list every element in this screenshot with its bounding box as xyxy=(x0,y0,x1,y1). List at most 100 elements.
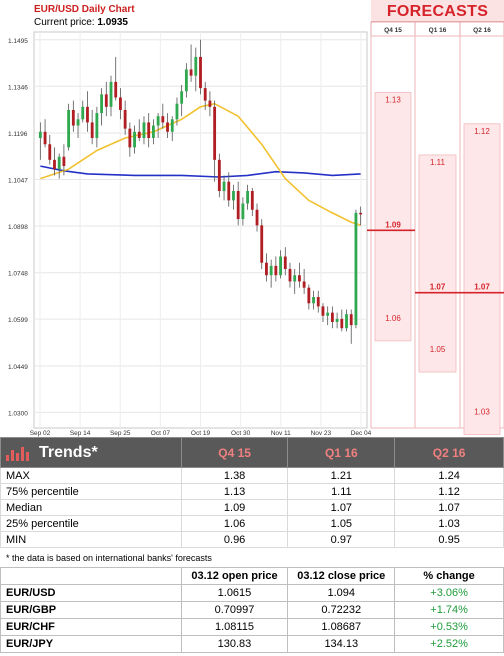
y-tick-label: 1.0449 xyxy=(8,364,28,371)
candle-body xyxy=(189,69,193,76)
trends-row: Median 1.09 1.07 1.07 xyxy=(0,499,504,516)
trends-row-label: 75% percentile xyxy=(0,483,182,500)
price-table-header: % change xyxy=(394,567,504,585)
trends-cell: 1.21 xyxy=(287,467,396,484)
trends-row: 25% percentile 1.06 1.05 1.03 xyxy=(0,515,504,532)
candle-body xyxy=(227,181,231,201)
candle-body xyxy=(312,297,315,304)
trends-cell: 1.11 xyxy=(287,483,396,500)
forecast-high-label: 1.12 xyxy=(474,127,490,136)
y-tick-label: 1.0300 xyxy=(8,410,28,417)
candle-body xyxy=(260,225,264,263)
candle-body xyxy=(95,113,99,139)
y-tick-label: 1.0748 xyxy=(8,271,28,278)
trends-cell: 0.96 xyxy=(180,531,289,548)
candle-body xyxy=(166,122,169,132)
y-tick-label: 1.0599 xyxy=(8,317,28,324)
forecasts-header: FORECASTS xyxy=(371,0,504,22)
currency-pair: EUR/GBP xyxy=(0,601,182,619)
percent-change: +2.52% xyxy=(394,635,504,653)
bar-chart-icon xyxy=(6,445,31,461)
price-table-row: EUR/CHF 1.08115 1.08687 +0.53% xyxy=(0,618,504,636)
currency-pair: EUR/CHF xyxy=(0,618,182,636)
trends-cell: 1.24 xyxy=(394,467,504,484)
candle-body xyxy=(81,106,85,120)
candle-body xyxy=(255,209,259,226)
candle-body xyxy=(119,97,122,110)
chart-title: EUR/USD Daily Chart xyxy=(34,4,135,15)
price-table-row: EUR/GBP 0.70997 0.72232 +1.74% xyxy=(0,601,504,619)
open-price: 0.70997 xyxy=(180,601,289,619)
price-table-row: EUR/USD 1.0615 1.094 +3.06% xyxy=(0,584,504,602)
trends-cell: 1.09 xyxy=(180,499,289,516)
x-tick-label: Nov 23 xyxy=(311,430,332,437)
trends-footnote: * the data is based on international ban… xyxy=(6,553,212,563)
trends-quarter-header: Q2 16 xyxy=(394,437,504,468)
trends-cell: 1.07 xyxy=(287,499,396,516)
trends-header-cell: Trends* xyxy=(0,437,182,468)
trends-row: 75% percentile 1.13 1.11 1.12 xyxy=(0,483,504,500)
trends-row: MAX 1.38 1.21 1.24 xyxy=(0,467,504,484)
y-tick-label: 1.1495 xyxy=(8,38,28,45)
candle-body xyxy=(199,56,202,89)
trends-cell: 1.06 xyxy=(180,515,289,532)
trends-row-label: MIN xyxy=(0,531,182,548)
candle-body xyxy=(208,100,212,107)
candle-body xyxy=(142,122,146,139)
x-tick-label: Oct 30 xyxy=(231,430,251,437)
candle-body xyxy=(298,275,301,282)
forecast-range xyxy=(374,92,412,342)
candle-body xyxy=(137,131,141,139)
forecast-low-label: 1.05 xyxy=(430,345,446,354)
candle-body xyxy=(128,128,132,148)
trends-cell: 1.13 xyxy=(180,483,289,500)
candle-body xyxy=(86,106,89,123)
candle-body xyxy=(48,144,52,160)
candle-body xyxy=(90,122,94,139)
candle-body xyxy=(67,109,71,148)
trends-cell: 1.07 xyxy=(394,499,504,516)
candle-body xyxy=(104,94,108,107)
open-price: 130.83 xyxy=(180,635,289,653)
y-tick-label: 1.1196 xyxy=(8,131,28,138)
y-tick-label: 1.0898 xyxy=(8,224,28,231)
candle-body xyxy=(217,159,221,192)
trends-row-label: 25% percentile xyxy=(0,515,182,532)
candle-body xyxy=(269,265,273,276)
open-price: 1.0615 xyxy=(180,584,289,602)
candle-body xyxy=(38,131,42,139)
candle-body xyxy=(316,297,320,307)
price-table-header: 03.12 open price xyxy=(180,567,289,585)
candle-body xyxy=(43,131,47,145)
forecasts-title: FORECASTS xyxy=(386,3,489,20)
forecast-column-label: Q1 16 xyxy=(429,27,447,34)
close-price: 134.13 xyxy=(287,635,396,653)
candle-body xyxy=(246,191,250,204)
close-price: 1.094 xyxy=(287,584,396,602)
x-tick-label: Oct 19 xyxy=(191,430,211,437)
candle-body xyxy=(213,106,217,160)
candle-body xyxy=(279,256,282,276)
price-table-header-row: 03.12 open price 03.12 close price % cha… xyxy=(0,567,504,585)
candle-body xyxy=(354,212,358,326)
candle-body xyxy=(184,69,188,92)
candle-body xyxy=(302,281,306,288)
candle-body xyxy=(288,268,292,282)
x-tick-label: Nov 11 xyxy=(271,430,291,437)
trends-quarter-header: Q4 15 xyxy=(180,437,289,468)
forecast-range xyxy=(463,123,501,435)
percent-change: +3.06% xyxy=(394,584,504,602)
x-tick-label: Sep 25 xyxy=(110,430,131,437)
candle-body xyxy=(180,91,184,104)
candle-body xyxy=(359,212,363,215)
percent-change: +0.53% xyxy=(394,618,504,636)
candle-body xyxy=(241,203,245,220)
candle-body xyxy=(321,306,325,316)
percent-change: +1.74% xyxy=(394,601,504,619)
y-tick-label: 1.1047 xyxy=(8,177,28,184)
candle-body xyxy=(250,191,254,210)
forecast-median-label: 1.07 xyxy=(430,283,446,292)
candle-body xyxy=(293,275,297,282)
trends-cell: 0.97 xyxy=(287,531,396,548)
candle-body xyxy=(161,116,165,123)
